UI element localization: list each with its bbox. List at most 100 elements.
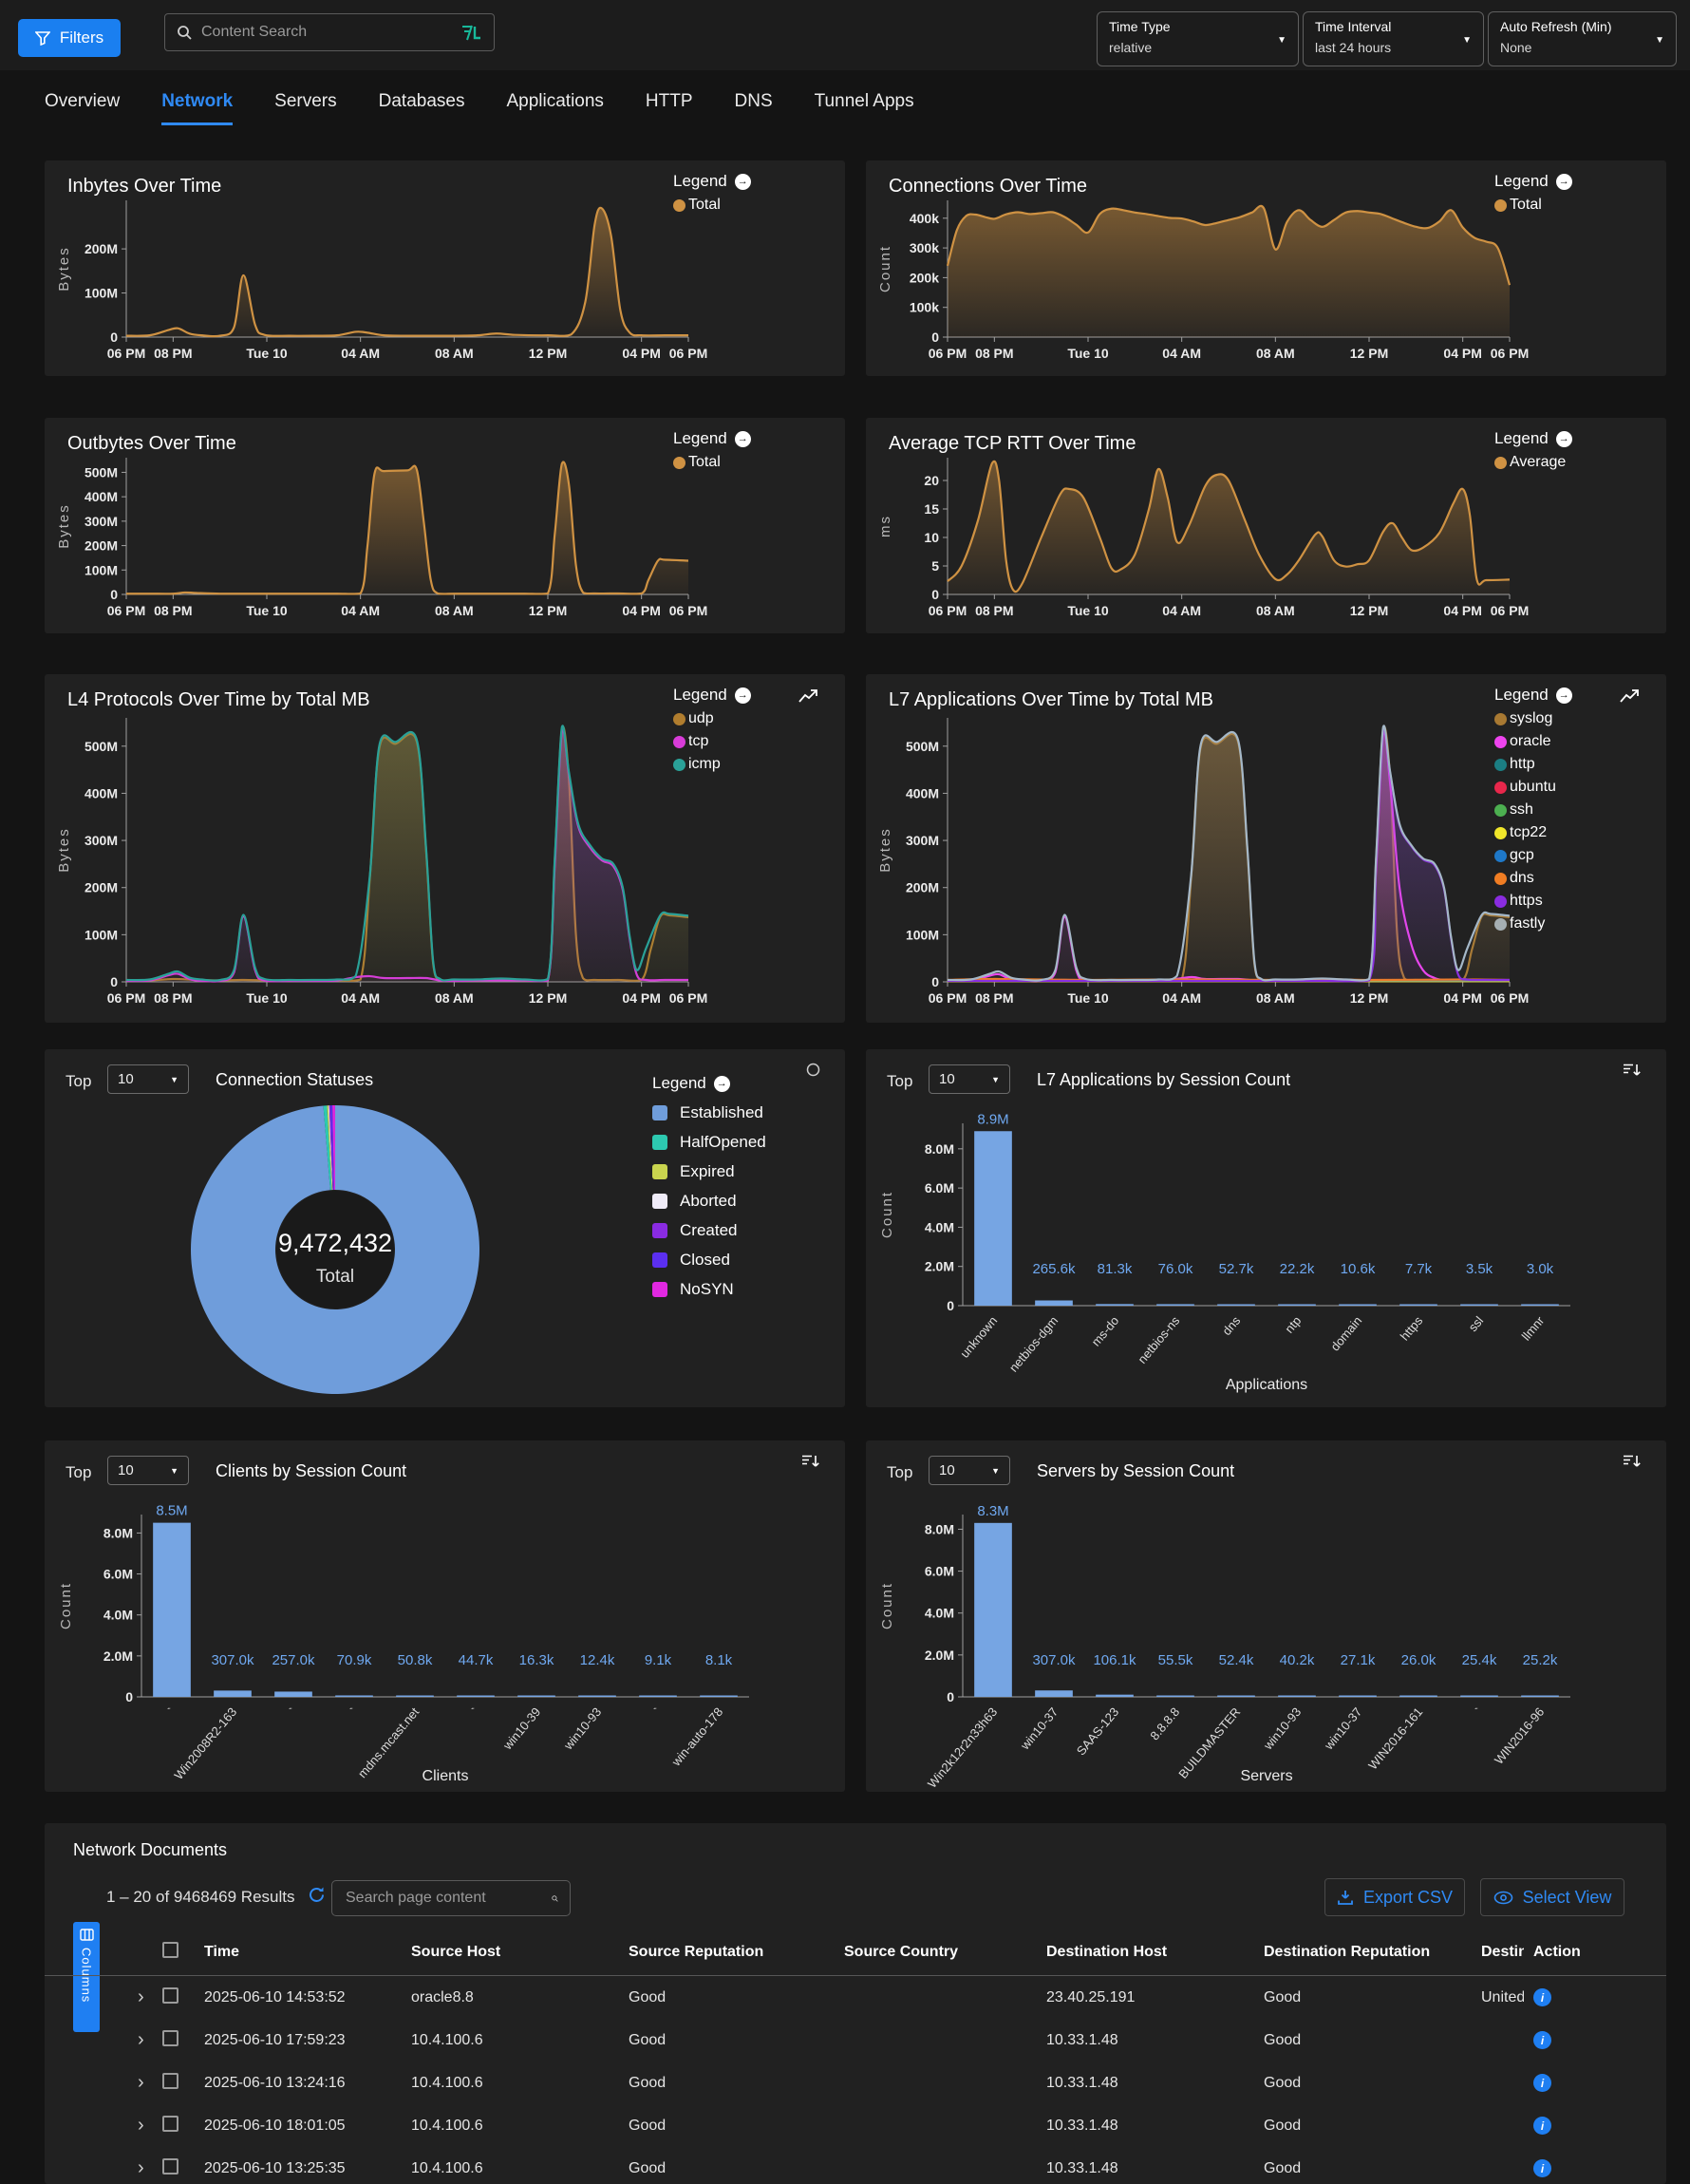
legend-item-Established[interactable]: Established [652,1103,852,1122]
legend-item-dns[interactable]: dns [1494,870,1663,887]
info-icon[interactable]: i [1533,2074,1551,2092]
info-icon[interactable]: i [1533,2031,1551,2049]
legend-item-Total[interactable]: Total [1494,197,1663,214]
table-row[interactable]: › 2025-06-10 17:59:23 10.4.100.6 Good 10.33.… [45,2019,1666,2062]
column-header-Time[interactable]: Time [204,1944,240,1960]
table-row[interactable]: › 2025-06-10 14:53:52 oracle8.8 Good 23.40.2… [45,1976,1666,2019]
legend-item-Aborted[interactable]: Aborted [652,1192,852,1211]
top-count-select[interactable]: 10 ▼ [107,1064,189,1094]
legend-item-Total[interactable]: Total [673,197,842,214]
tab-databases[interactable]: Databases [378,91,465,111]
select-view-button[interactable]: Select View [1480,1878,1624,1916]
search-icon [178,26,192,40]
legend-header[interactable]: Legend → [1494,172,1663,191]
svg-text:04 AM: 04 AM [1162,990,1201,1006]
legend-item-icmp[interactable]: icmp [673,756,842,773]
top-label: Top [66,1072,92,1090]
chart-legend: Legend → Total [673,429,842,471]
line-chart-icon[interactable] [798,687,820,708]
legend-item-syslog[interactable]: syslog [1494,710,1663,727]
export-csv-label: Export CSV [1362,1887,1454,1907]
tab-network[interactable]: Network [161,91,234,125]
legend-item-Closed[interactable]: Closed [652,1251,852,1270]
legend-header[interactable]: Legend → [673,686,842,705]
legend-item-gcp[interactable]: gcp [1494,847,1663,864]
svg-text:08 PM: 08 PM [975,346,1013,361]
legend-header[interactable]: Legend → [1494,686,1663,705]
tab-http[interactable]: HTTP [645,91,693,111]
legend-header[interactable]: Legend → [1494,429,1663,448]
column-header-Actions[interactable]: Actions [1533,1944,1581,1960]
legend-item-Total[interactable]: Total [673,454,842,471]
tab-dns[interactable]: DNS [734,91,773,111]
legend-item-https[interactable]: https [1494,893,1663,910]
content-search[interactable] [164,13,495,51]
sort-descending-icon[interactable] [1623,1454,1642,1475]
table-row[interactable]: › 2025-06-10 13:24:16 10.4.100.6 Good 10.33.… [45,2062,1666,2104]
columns-button[interactable]: Columns [73,1922,100,2032]
column-header-Destin[interactable]: Destin [1481,1944,1524,1960]
expand-chevron-icon[interactable]: › [138,2158,144,2178]
top-count-select[interactable]: 10 ▼ [929,1456,1010,1485]
line-chart-icon[interactable] [1619,687,1642,708]
row-checkbox[interactable] [162,2157,178,2175]
sort-descending-icon[interactable] [1623,1063,1642,1083]
expand-chevron-icon[interactable]: › [138,2073,144,2093]
legend-item-http[interactable]: http [1494,756,1663,773]
expand-chevron-icon[interactable]: › [138,2030,144,2050]
tab-servers[interactable]: Servers [274,91,337,111]
legend-item-HalfOpened[interactable]: HalfOpened [652,1133,852,1152]
legend-item-tcp[interactable]: tcp [673,733,842,750]
column-header-Destination Host[interactable]: Destination Host [1046,1944,1168,1960]
sort-descending-icon[interactable] [801,1454,820,1475]
row-checkbox[interactable] [162,2115,178,2132]
table-row[interactable]: › 2025-06-10 18:01:05 10.4.100.6 Good 10.33.… [45,2104,1666,2147]
legend-item-Created[interactable]: Created [652,1221,852,1240]
legend-item-tcp22[interactable]: tcp22 [1494,824,1663,841]
tab-tunnel-apps[interactable]: Tunnel Apps [814,91,914,111]
legend-header[interactable]: Legend → [673,429,842,448]
expand-chevron-icon[interactable]: › [138,1987,144,2007]
chart-title: Inbytes Over Time [67,176,222,197]
legend-item-ssh[interactable]: ssh [1494,801,1663,819]
column-header-Source Country[interactable]: Source Country [844,1944,959,1960]
time-interval-dropdown[interactable]: Time Interval last 24 hours ▼ [1303,11,1484,66]
export-csv-button[interactable]: Export CSV [1324,1878,1465,1916]
time-type-dropdown[interactable]: Time Type relative ▼ [1097,11,1299,66]
column-header-Source Host[interactable]: Source Host [411,1944,501,1960]
row-checkbox[interactable] [162,2072,178,2089]
row-checkbox[interactable] [162,1986,178,2004]
content-search-input[interactable] [199,23,452,42]
page-content-search-input[interactable] [344,1889,544,1908]
page-content-search[interactable] [331,1880,571,1916]
legend-item-Expired[interactable]: Expired [652,1162,852,1181]
tab-applications[interactable]: Applications [506,91,604,111]
filters-button[interactable]: Filters [18,19,121,57]
circle-icon[interactable] [806,1063,820,1082]
column-header-Destination Reputation[interactable]: Destination Reputation [1264,1944,1431,1960]
row-checkbox[interactable] [162,2029,178,2046]
column-header-Source Reputation[interactable]: Source Reputation [629,1944,764,1960]
refresh-icon[interactable] [308,1886,326,1909]
svg-text:9,472,432: 9,472,432 [278,1229,392,1257]
legend-item-Average[interactable]: Average [1494,454,1663,471]
legend-header[interactable]: Legend → [652,1074,852,1093]
svg-text:llmnr: llmnr [1519,1313,1548,1344]
info-icon[interactable]: i [1533,2159,1551,2177]
svg-text:100M: 100M [906,927,939,942]
top-count-select[interactable]: 10 ▼ [929,1064,1010,1094]
legend-item-udp[interactable]: udp [673,710,842,727]
select-all-checkbox[interactable] [162,1942,178,1958]
svg-text:265.6k: 265.6k [1032,1261,1076,1277]
legend-header[interactable]: Legend → [673,172,842,191]
tab-overview[interactable]: Overview [45,91,121,111]
expand-chevron-icon[interactable]: › [138,2116,144,2136]
table-row[interactable]: › 2025-06-10 13:25:35 10.4.100.6 Good 10.33.… [45,2147,1666,2184]
auto-refresh-dropdown[interactable]: Auto Refresh (Min) None ▼ [1488,11,1677,66]
info-icon[interactable]: i [1533,2117,1551,2135]
top-count-select[interactable]: 10 ▼ [107,1456,189,1485]
legend-item-ubuntu[interactable]: ubuntu [1494,779,1663,796]
legend-item-NoSYN[interactable]: NoSYN [652,1280,852,1299]
info-icon[interactable]: i [1533,1988,1551,2006]
legend-item-oracle[interactable]: oracle [1494,733,1663,750]
